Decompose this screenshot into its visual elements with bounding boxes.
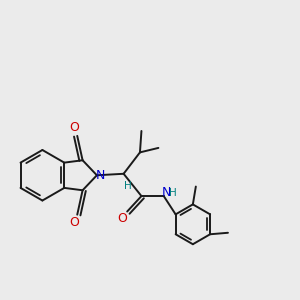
- Text: O: O: [118, 212, 128, 226]
- Text: O: O: [69, 121, 79, 134]
- Text: N: N: [96, 169, 105, 182]
- Text: H: H: [169, 188, 176, 197]
- Text: N: N: [161, 186, 171, 199]
- Text: O: O: [69, 217, 79, 230]
- Text: H: H: [124, 181, 131, 191]
